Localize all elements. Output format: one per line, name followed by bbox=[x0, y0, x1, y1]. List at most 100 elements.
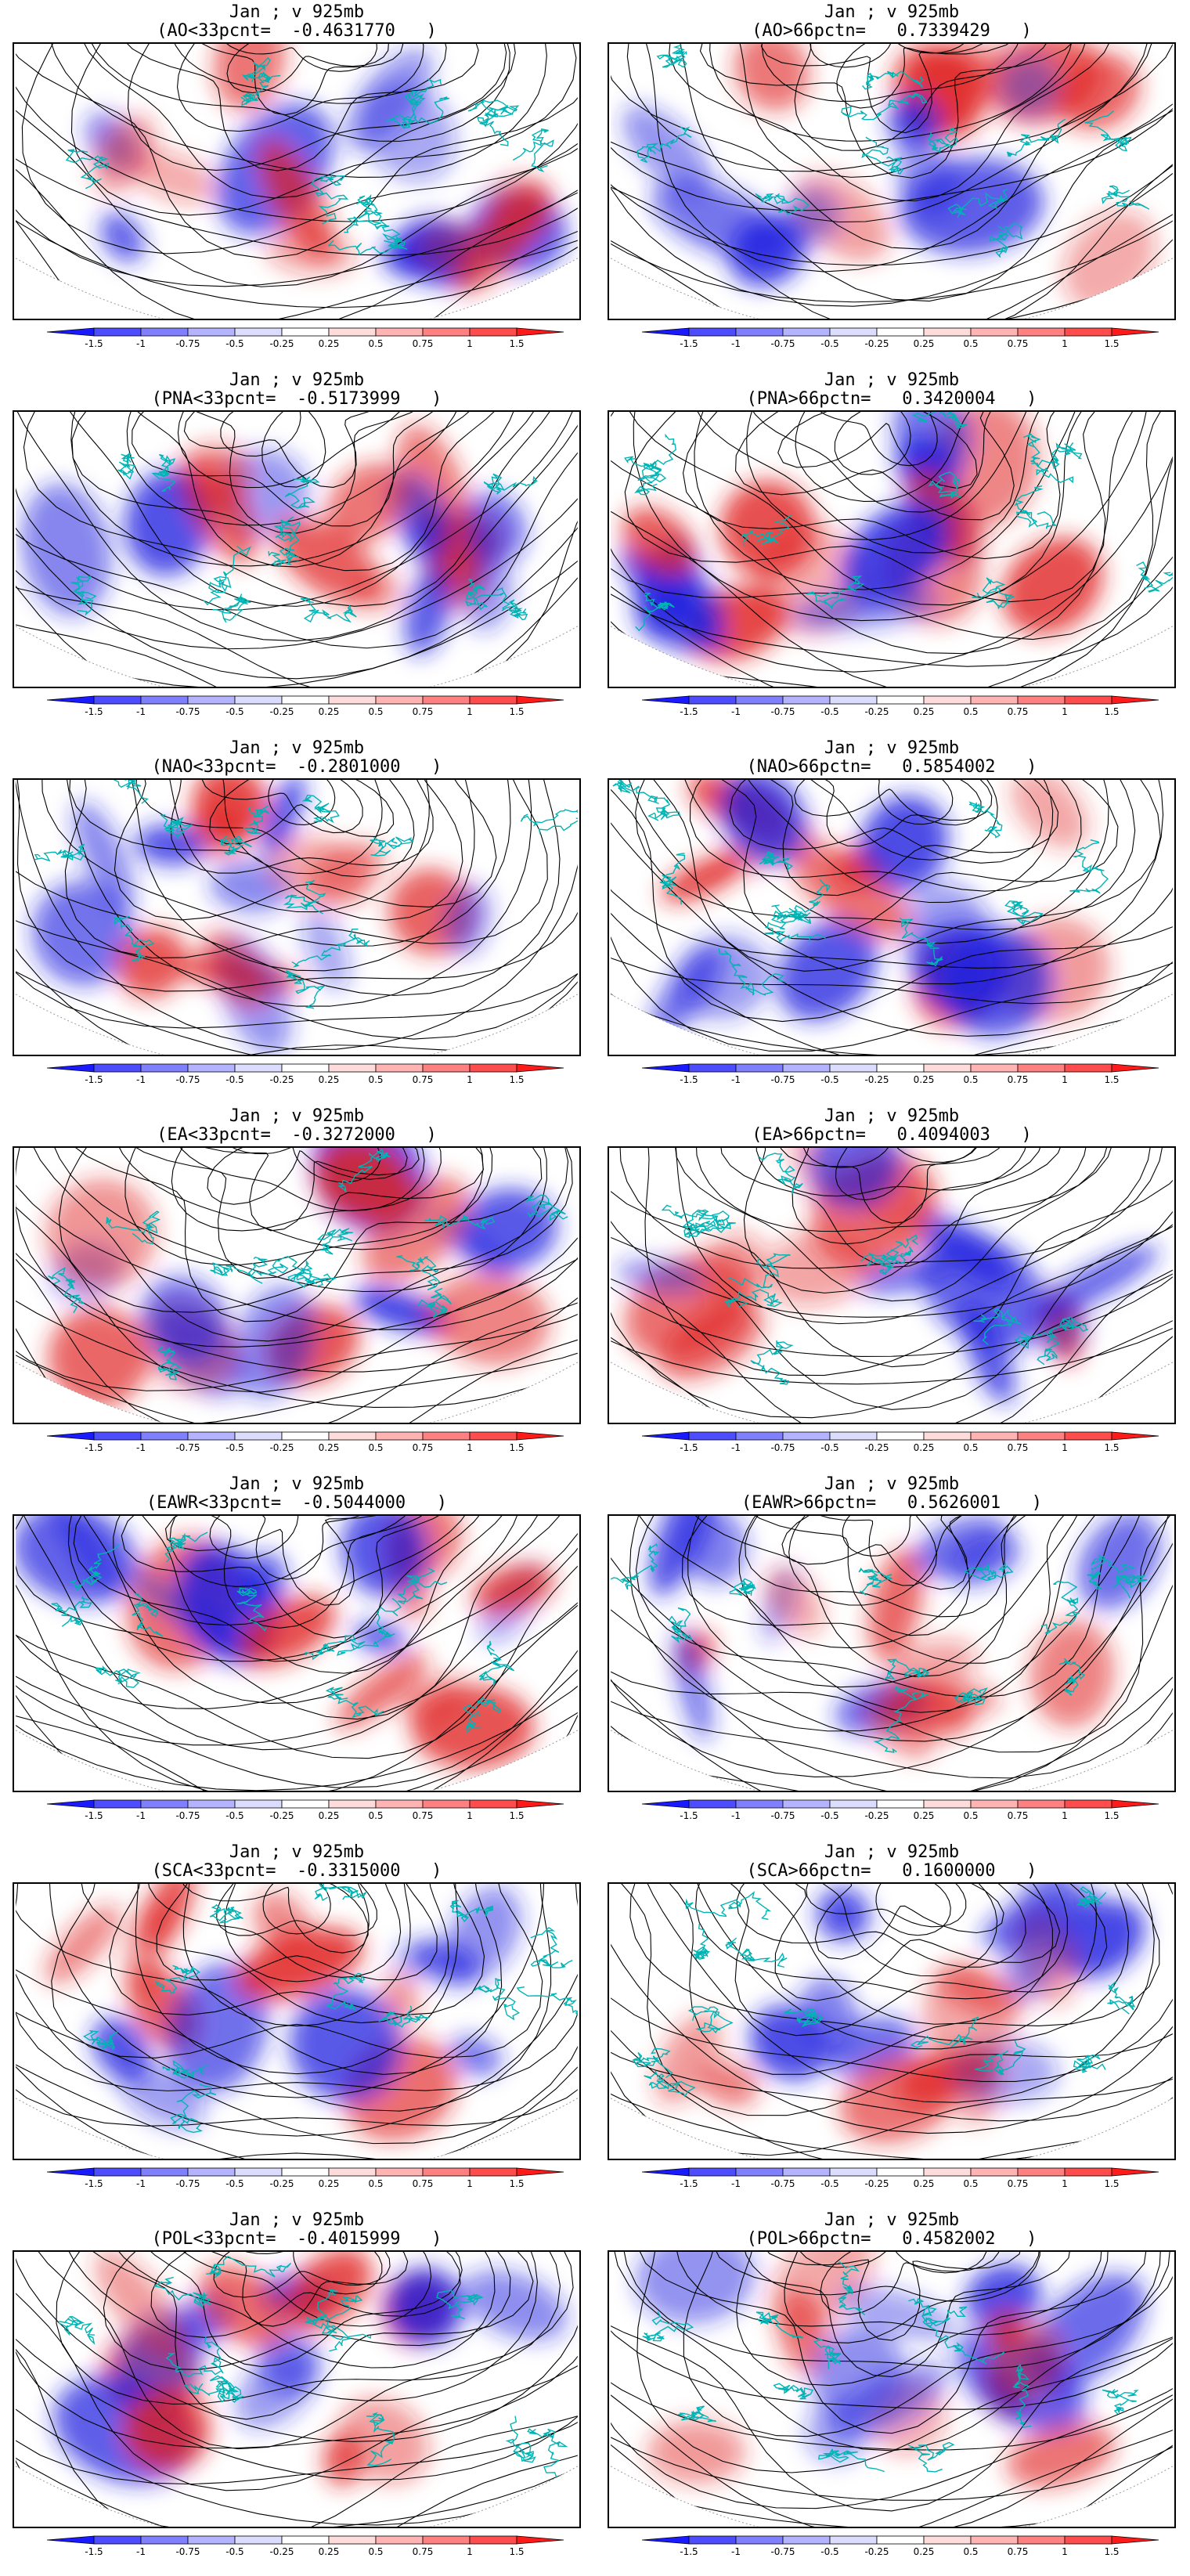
colorbar-arrow-right bbox=[1111, 1063, 1159, 1073]
panel-title: Jan ; v 925mb (NAO>66pctn= 0.5854002 ) bbox=[608, 739, 1176, 777]
colorbar-cell bbox=[469, 1063, 517, 1073]
colorbar-arrow-left bbox=[641, 2535, 690, 2545]
colorbar-cell bbox=[375, 1799, 424, 1809]
map-svg bbox=[610, 412, 1174, 687]
colorbar-tick-label: 0.25 bbox=[319, 2546, 340, 2557]
map-svg bbox=[610, 1148, 1174, 1423]
coastlines bbox=[48, 1148, 568, 1380]
colorbar-tick-label: -1.5 bbox=[85, 1074, 103, 1085]
colorbar-tick-label: -1 bbox=[136, 338, 146, 349]
anomaly-field bbox=[45, 1884, 521, 2141]
colorbar-tick-label: -1.5 bbox=[680, 1810, 698, 1821]
anomaly-field bbox=[620, 412, 1103, 662]
chart-panel: Jan ; v 925mb (AO>66pctn= 0.7339429 ) -1.5… bbox=[595, 0, 1190, 368]
panel-title-line1: Jan ; v 925mb bbox=[229, 2, 365, 22]
colorbar-cell bbox=[140, 1431, 189, 1441]
colorbar-tick-label: 1 bbox=[1062, 706, 1068, 717]
colorbar-tick-label: 1 bbox=[1062, 338, 1068, 349]
colorbar-cell bbox=[1064, 1799, 1112, 1809]
chart-panel: Jan ; v 925mb (POL>66pctn= 0.4582002 ) -1.… bbox=[595, 2208, 1190, 2576]
colorbar-tick-label: 0.25 bbox=[319, 706, 340, 717]
colorbar-cell bbox=[234, 1799, 283, 1809]
colorbar-cell bbox=[829, 695, 878, 705]
colorbar-tick-label: 1.5 bbox=[1104, 338, 1119, 349]
colorbar: -1.5 -1 -0.75 -0.5 -0.25 0.25 0.5 0.75 1 1.5 bbox=[641, 1061, 1159, 1100]
colorbar-cell bbox=[735, 2535, 784, 2545]
colorbar-cell bbox=[970, 1799, 1019, 1809]
colorbar-arrow-right bbox=[516, 327, 564, 337]
panel-title-line2: (AO>66pctn= 0.7339429 ) bbox=[752, 21, 1032, 41]
streamlines bbox=[611, 44, 1173, 319]
colorbar-cell bbox=[422, 1063, 471, 1073]
streamlines bbox=[611, 412, 1173, 687]
panel-title-line1: Jan ; v 925mb bbox=[229, 2210, 365, 2230]
colorbar-tick-label: 1 bbox=[467, 2546, 473, 2557]
colorbar-cell bbox=[422, 695, 471, 705]
coastlines bbox=[642, 2261, 1139, 2473]
colorbar-arrow-right bbox=[516, 695, 564, 705]
colorbar-cell bbox=[970, 695, 1019, 705]
streamlines bbox=[16, 44, 578, 319]
colorbar-arrow-right bbox=[1111, 1431, 1159, 1441]
colorbar-cell bbox=[735, 1063, 784, 1073]
panel-title: Jan ; v 925mb (EA<33pcnt= -0.3272000 ) bbox=[13, 1107, 581, 1145]
colorbar-tick-label: 1 bbox=[467, 706, 473, 717]
panel-title: Jan ; v 925mb (PNA<33pcnt= -0.5173999 ) bbox=[13, 371, 581, 409]
colorbar: -1.5 -1 -0.75 -0.5 -0.25 0.25 0.5 0.75 1 1.5 bbox=[46, 2165, 564, 2204]
panel-title: Jan ; v 925mb (NAO<33pcnt= -0.2801000 ) bbox=[13, 739, 581, 777]
chart-panel: Jan ; v 925mb (EA<33pcnt= -0.3272000 ) -1.… bbox=[0, 1104, 595, 1472]
colorbar-tick-label: 0.75 bbox=[413, 1074, 434, 1085]
anomaly-field bbox=[654, 1884, 1145, 2143]
colorbar-cell bbox=[782, 1063, 831, 1073]
colorbar-tick-label: -1 bbox=[731, 1074, 741, 1085]
panel-title: Jan ; v 925mb (PNA>66pctn= 0.3420004 ) bbox=[608, 371, 1176, 409]
map-svg bbox=[610, 1516, 1174, 1791]
colorbar-tick-label: 1.5 bbox=[1104, 706, 1119, 717]
colorbar-tick-label: -0.5 bbox=[225, 2178, 243, 2189]
colorbar-cell bbox=[1017, 1063, 1066, 1073]
colorbar-svg: -1.5 -1 -0.75 -0.5 -0.25 0.25 0.5 0.75 1 1.5 bbox=[46, 2167, 564, 2189]
colorbar-cell bbox=[187, 327, 236, 337]
colorbar-arrow-right bbox=[1111, 695, 1159, 705]
anomaly-field bbox=[53, 2252, 568, 2487]
panel-title-line2: (SCA<33pcnt= -0.3315000 ) bbox=[151, 1861, 442, 1881]
colorbar-cell bbox=[688, 2167, 737, 2177]
panel-title: Jan ; v 925mb (POL>66pctn= 0.4582002 ) bbox=[608, 2211, 1176, 2249]
map-svg bbox=[610, 1884, 1174, 2159]
colorbar-cell bbox=[469, 327, 517, 337]
colorbar-cell bbox=[923, 2535, 972, 2545]
map-plot bbox=[608, 410, 1176, 688]
colorbar-cell bbox=[923, 1799, 972, 1809]
chart-panel: Jan ; v 925mb (PNA<33pcnt= -0.5173999 ) -1… bbox=[0, 368, 595, 736]
colorbar-tick-label: 1.5 bbox=[509, 1810, 524, 1821]
panel-title-line1: Jan ; v 925mb bbox=[229, 1842, 365, 1862]
colorbar-cell bbox=[469, 2535, 517, 2545]
colorbar-cell bbox=[876, 695, 925, 705]
colorbar-cell bbox=[281, 2167, 330, 2177]
colorbar-cell bbox=[281, 695, 330, 705]
colorbar-svg: -1.5 -1 -0.75 -0.5 -0.25 0.25 0.5 0.75 1 1.5 bbox=[641, 1063, 1159, 1085]
colorbar-tick-label: 1.5 bbox=[509, 1074, 524, 1085]
colorbar-tick-label: 0.25 bbox=[914, 2546, 935, 2557]
colorbar-tick-label: 0.75 bbox=[1008, 2178, 1029, 2189]
colorbar-cell bbox=[970, 1063, 1019, 1073]
colorbar-cell bbox=[422, 1431, 471, 1441]
colorbar-arrow-right bbox=[516, 1063, 564, 1073]
anomaly-field bbox=[650, 780, 1110, 1037]
colorbar-tick-label: -0.75 bbox=[175, 338, 200, 349]
colorbar-cell bbox=[970, 1431, 1019, 1441]
anomaly-field bbox=[615, 1148, 1159, 1404]
colorbar-arrow-left bbox=[641, 695, 690, 705]
colorbar-tick-label: 1.5 bbox=[509, 338, 524, 349]
colorbar-cell bbox=[234, 327, 283, 337]
map-plot bbox=[608, 1882, 1176, 2160]
colorbar-svg: -1.5 -1 -0.75 -0.5 -0.25 0.25 0.5 0.75 1 1.5 bbox=[641, 2535, 1159, 2557]
panel-title-line1: Jan ; v 925mb bbox=[824, 738, 960, 758]
colorbar-tick-label: -1 bbox=[731, 338, 741, 349]
colorbar-tick-label: 0.75 bbox=[413, 2178, 434, 2189]
streamlines bbox=[16, 1516, 578, 1791]
colorbar-arrow-left bbox=[46, 1063, 95, 1073]
colorbar-cell bbox=[829, 1799, 878, 1809]
colorbar-svg: -1.5 -1 -0.75 -0.5 -0.25 0.25 0.5 0.75 1 1.5 bbox=[46, 1431, 564, 1453]
